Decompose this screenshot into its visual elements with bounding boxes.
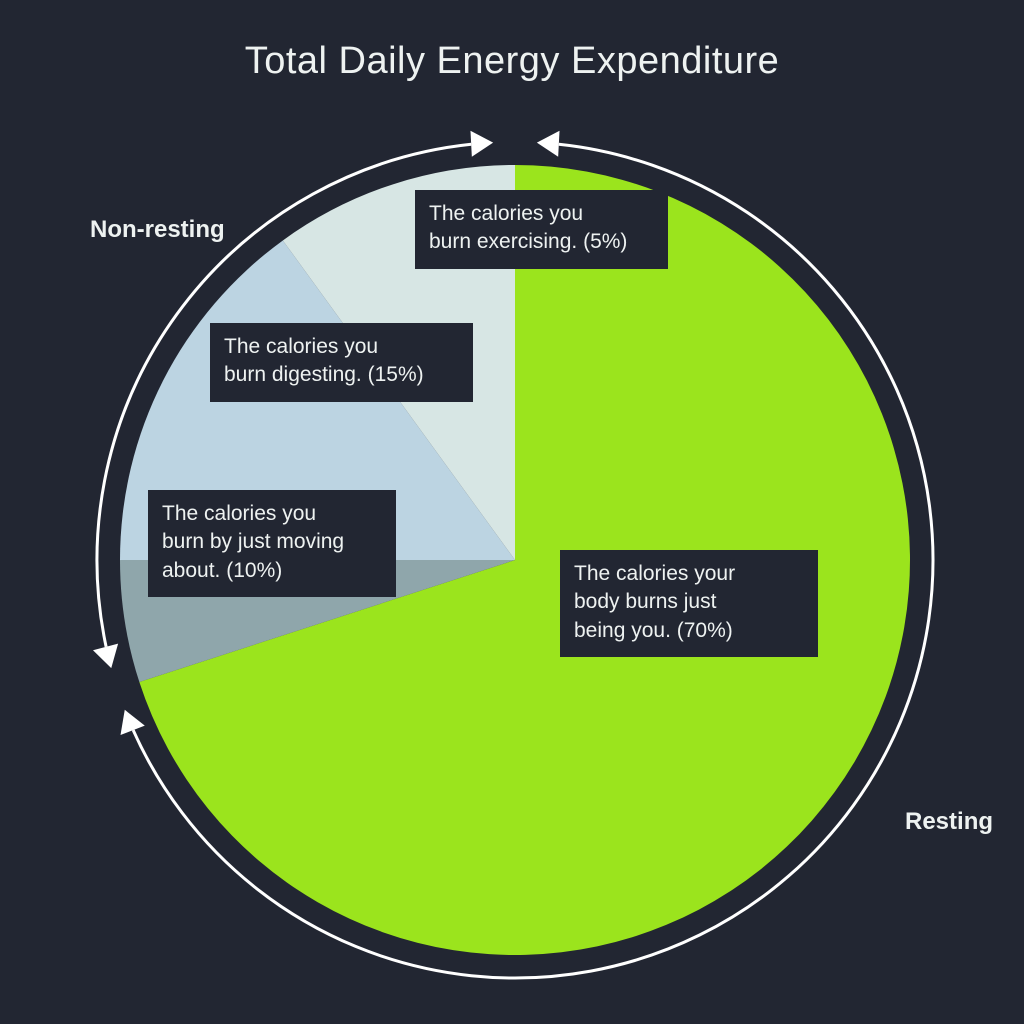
chart-title: Total Daily Energy Expenditure bbox=[0, 40, 1024, 83]
ring-arrow-nonresting-top bbox=[470, 131, 493, 157]
chart-stage: Total Daily Energy Expenditure Non-resti… bbox=[0, 0, 1024, 1024]
slice-label-exercising: The calories you burn exercising. (5%) bbox=[415, 190, 668, 269]
ring-arrow-resting-top bbox=[537, 131, 560, 157]
slice-label-moving: The calories you burn by just moving abo… bbox=[148, 490, 396, 597]
slice-label-resting: The calories your body burns just being … bbox=[560, 550, 818, 657]
outer-label-non-resting: Non-resting bbox=[90, 216, 225, 244]
outer-label-resting: Resting bbox=[905, 808, 993, 836]
slice-label-digesting: The calories you burn digesting. (15%) bbox=[210, 323, 473, 402]
ring-arrow-nonresting-bottom bbox=[93, 644, 118, 669]
